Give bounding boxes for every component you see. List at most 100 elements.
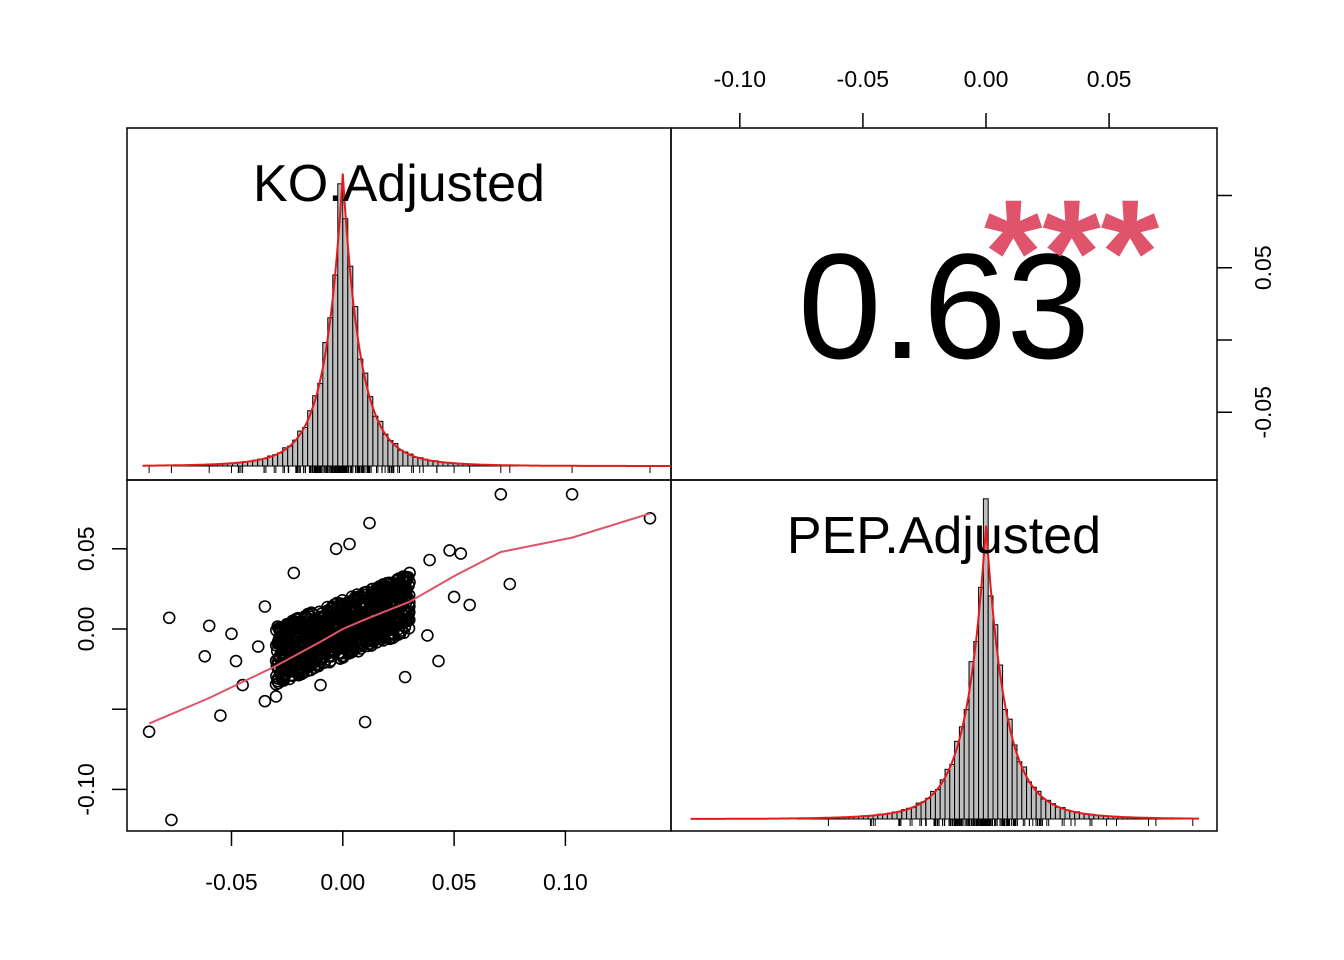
histogram-bar: [342, 218, 349, 467]
histogram-bar: [896, 811, 903, 820]
pep-label: PEP.Adjusted: [787, 507, 1101, 565]
ko-label: KO.Adjusted: [253, 155, 545, 213]
scatter-point: [339, 597, 353, 610]
histogram-bar: [987, 595, 994, 820]
scatter-point: [389, 581, 403, 595]
tick-label-top: 0.00: [964, 66, 1009, 92]
histogram-bar: [327, 317, 334, 467]
histogram-bar: [277, 452, 284, 467]
scatter-point: [343, 645, 357, 659]
scatter-point: [202, 619, 216, 633]
scatter-point: [443, 544, 456, 557]
tick-label-left: 0.00: [73, 607, 99, 652]
scatter-point: [225, 627, 238, 641]
scatter-point: [394, 615, 408, 628]
pep-density-line: [690, 525, 1199, 820]
tick-label-bottom: 0.10: [543, 869, 588, 895]
scatter-point: [273, 635, 286, 649]
histogram-bar: [910, 806, 917, 820]
scatter-points: [142, 487, 657, 827]
histogram-bar: [1011, 744, 1018, 820]
scatter-point: [323, 615, 337, 628]
scatter-point: [165, 813, 178, 827]
scatter-point: [463, 598, 477, 612]
scatter-point: [269, 690, 283, 703]
histogram-bar: [382, 433, 389, 467]
histogram-bar: [302, 426, 309, 467]
histogram-bar: [1054, 806, 1061, 820]
scatter-point: [356, 620, 370, 634]
scatter-point: [329, 542, 343, 556]
scatter-point: [423, 553, 436, 567]
histogram-bar: [372, 415, 379, 467]
tick-label-bottom: 0.05: [432, 869, 477, 895]
axis-bottom: -0.05 0.00 0.05 0.10: [205, 830, 588, 895]
histogram-bar: [397, 449, 404, 467]
histogram-bar: [963, 709, 970, 820]
scatter-point: [379, 625, 392, 639]
histogram-bar: [1030, 786, 1037, 820]
histogram-bar: [317, 382, 324, 467]
scatter-point: [343, 637, 357, 651]
scatter-point: [373, 611, 387, 624]
scatter-point: [358, 586, 371, 599]
histogram-bar: [287, 445, 294, 467]
tick-label-left: -0.10: [73, 763, 99, 815]
histogram-bar: [1016, 761, 1023, 820]
scatter-point: [282, 626, 296, 639]
scatter-point: [314, 678, 327, 692]
histogram-bar: [973, 641, 980, 820]
significance-stars: ***: [984, 168, 1160, 336]
scatter-point: [287, 566, 301, 580]
scatter-point: [373, 597, 386, 611]
axis-right: -0.05 0.05: [1217, 194, 1276, 438]
tick-label-bottom: 0.00: [320, 869, 365, 895]
scatter-point: [363, 516, 376, 530]
scatter-point: [299, 655, 313, 668]
scatter-point: [284, 650, 298, 664]
tick-label-top: 0.05: [1087, 66, 1132, 92]
scatter-point: [214, 709, 227, 722]
scatter-point: [386, 627, 400, 641]
scatter-point: [393, 627, 407, 640]
histogram-bar: [1040, 798, 1047, 820]
scatter-point: [281, 663, 295, 677]
ko-rug: [148, 466, 651, 473]
histogram-bar: [934, 789, 941, 820]
scatter-point: [198, 649, 212, 663]
scatter-point: [306, 627, 320, 641]
tick-label-right: -0.05: [1250, 386, 1276, 438]
scatter-point: [334, 625, 348, 639]
smooth-line: [148, 512, 651, 725]
panel-pep-histogram: [670, 479, 1218, 832]
tick-label-left: 0.05: [73, 526, 99, 571]
scatter-point: [382, 590, 396, 603]
axis-left: -0.10 0.00 0.05: [73, 526, 127, 816]
tick-label-top: -0.10: [714, 66, 766, 92]
tick-label-bottom: -0.05: [205, 869, 257, 895]
scatter-point: [313, 636, 327, 650]
scatter-point: [339, 609, 353, 623]
scatter-point: [398, 670, 412, 684]
scatter-point: [142, 725, 156, 739]
histogram-bar: [920, 801, 927, 820]
scatter-point: [229, 654, 243, 668]
scatter-point: [503, 577, 517, 591]
histogram-bar: [1026, 781, 1032, 820]
scatter-point: [342, 615, 356, 629]
scatter-point: [379, 588, 393, 601]
histogram-bar: [978, 586, 984, 820]
scatter-point: [359, 588, 373, 602]
scatter-point: [421, 629, 434, 642]
correlation-value: 0.63: [798, 222, 1090, 390]
scatter-point: [389, 604, 402, 618]
scatter-point: [347, 593, 361, 607]
scatter-point: [402, 605, 416, 619]
scatter-point: [358, 715, 372, 729]
scatter-point: [258, 600, 272, 613]
histogram-bar: [387, 440, 394, 467]
histogram-bar: [332, 274, 339, 467]
scatter-point: [283, 617, 297, 631]
scatter-point: [399, 571, 413, 584]
scatter-point: [343, 610, 357, 623]
